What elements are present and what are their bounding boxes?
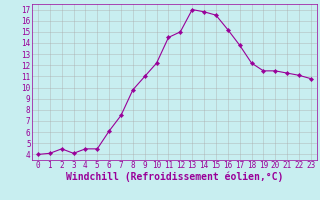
X-axis label: Windchill (Refroidissement éolien,°C): Windchill (Refroidissement éolien,°C): [66, 172, 283, 182]
